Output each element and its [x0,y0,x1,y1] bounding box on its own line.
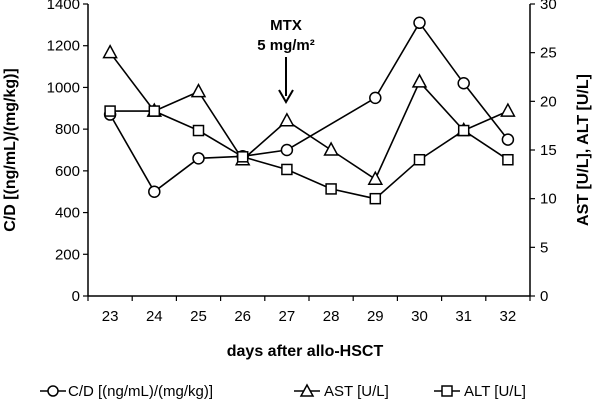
x-tick-label: 26 [234,308,251,325]
x-tick-label: 30 [411,308,428,325]
legend: C/D [(ng/mL)/(mg/kg)] AST [U/L] ALT [U/L… [40,383,526,400]
series-layer [102,16,516,205]
data-point-circle [501,133,515,146]
legend-marker-cd [47,385,59,397]
right-tick-label: 10 [540,191,557,208]
right-axis-ticks: 0 5 10 15 20 25 30 [530,0,557,305]
legend-item-alt: ALT [U/L] [434,383,526,400]
data-point-square [502,153,514,166]
data-point-square [281,163,293,176]
data-point-circle [369,91,382,105]
legend-marker-alt [441,385,453,397]
left-tick-label: 400 [55,205,80,222]
left-tick-label: 1000 [47,79,80,96]
data-point-triangle [323,141,339,156]
data-point-square [236,151,249,163]
legend-marker-ast [299,383,315,397]
x-tick-label: 27 [279,308,296,325]
data-point-triangle [190,83,207,98]
data-point-square [148,105,161,117]
mtx-annotation: MTX 5 mg/m² [257,17,315,104]
series-line-square [110,110,509,200]
left-tick-label: 600 [55,163,80,180]
data-point-square [192,124,205,137]
data-point-triangle [279,112,295,127]
x-tick-label: 31 [455,308,472,325]
x-tick-label: 29 [367,308,384,325]
x-tick-label: 23 [102,308,119,325]
data-point-triangle [411,73,428,88]
annotation-line2: 5 mg/m² [257,37,315,54]
x-tick-label: 25 [190,308,207,325]
right-axis-title: AST [U/L], ALT [U/L] [575,74,592,226]
data-point-circle [413,16,426,30]
data-point-circle [457,77,470,90]
data-point-triangle [367,170,384,185]
x-tick-label: 24 [146,308,163,325]
right-tick-label: 20 [540,93,557,110]
left-tick-label: 1200 [47,38,80,55]
left-axis-ticks: 0 200 400 600 800 1000 1200 1400 [47,0,88,305]
legend-label-ast: AST [U/L] [324,383,389,400]
left-axis-title: C/D [(ng/mL)/(mg/kg)] [2,68,19,232]
data-point-triangle [500,102,516,117]
series-line-triangle [109,52,509,181]
x-tick-label: 32 [500,308,517,325]
x-tick-label: 28 [323,308,340,325]
right-tick-label: 30 [540,0,557,13]
legend-item-cd: C/D [(ng/mL)/(mg/kg)] [40,383,213,400]
annotation-arrow-head [278,89,294,104]
left-tick-label: 200 [55,246,80,263]
data-point-square [325,183,337,195]
data-point-circle [280,143,294,157]
legend-label-cd: C/D [(ng/mL)/(mg/kg)] [68,383,213,400]
left-tick-label: 800 [55,121,80,138]
x-axis-title: days after allo-HSCT [227,343,384,360]
data-point-circle [148,185,161,198]
left-tick-label: 1400 [47,0,80,13]
data-point-square [413,153,426,166]
x-axis-ticks: 23 24 25 26 27 28 29 30 31 32 [87,296,531,325]
data-point-square [369,192,382,205]
data-point-square [457,124,470,137]
legend-label-alt: ALT [U/L] [464,383,526,400]
legend-item-ast: AST [U/L] [294,383,389,400]
series-triangle [102,44,516,185]
series-square [104,105,514,205]
right-tick-label: 5 [540,239,548,256]
annotation-line1: MTX [270,17,302,34]
data-point-circle [192,152,205,165]
data-point-square [104,105,116,117]
right-tick-label: 25 [540,45,557,62]
right-tick-label: 15 [540,142,557,159]
data-point-triangle [102,44,118,59]
right-tick-label: 0 [540,288,548,305]
left-tick-label: 0 [72,288,80,305]
